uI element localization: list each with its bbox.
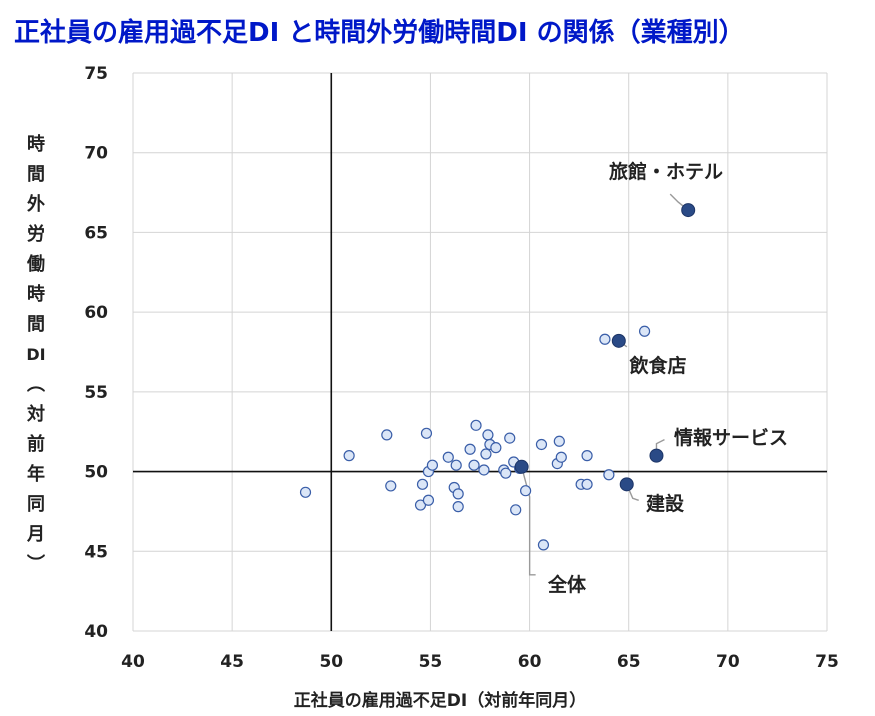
scatter-point	[416, 478, 429, 490]
x-tick-label: 40	[121, 652, 145, 672]
scatter-point	[480, 448, 492, 460]
y-axis-label-char: 前	[27, 434, 45, 455]
y-tick-label: 55	[84, 383, 108, 403]
highlight-point	[514, 459, 529, 474]
scatter-point	[442, 451, 454, 463]
reference-lines	[133, 73, 827, 631]
y-tick-label: 75	[84, 64, 108, 84]
scatter-point	[422, 494, 435, 506]
y-tick-labels: 40 45 50 55 60 65 70 75	[84, 64, 108, 642]
x-tick-label: 45	[220, 652, 244, 672]
scatter-point	[537, 539, 550, 551]
y-axis-label-char: DI	[26, 345, 46, 364]
scatter-point	[500, 467, 512, 479]
scatter-point	[581, 478, 593, 490]
scatter-point	[510, 504, 522, 516]
x-tick-label: 65	[617, 652, 641, 672]
y-axis-label-char: 間	[27, 164, 45, 185]
scatter-point	[555, 451, 567, 463]
scatter-point	[581, 450, 593, 462]
y-axis-label: 時間外労働時間 DI ︵ 対前年同月 ︶	[22, 130, 50, 580]
highlight-points	[514, 203, 696, 492]
y-axis-label-char: 外	[27, 194, 45, 215]
scatter-point	[343, 450, 355, 462]
point-label: 全体	[547, 573, 587, 596]
highlight-point	[681, 203, 696, 218]
scatter-point	[535, 438, 548, 451]
y-tick-label: 70	[84, 144, 108, 164]
y-axis-label-char: 労	[27, 224, 45, 245]
y-axis-label-char: ︵	[27, 374, 45, 395]
scatter-point	[478, 464, 490, 476]
y-axis-label-char: 同	[27, 494, 45, 515]
scatter-point	[490, 442, 502, 454]
minor-points	[299, 325, 651, 551]
y-tick-label: 50	[84, 463, 108, 483]
x-tick-label: 70	[716, 652, 740, 672]
y-axis-label-char: 間	[27, 314, 45, 335]
scatter-point	[599, 333, 611, 345]
scatter-point	[426, 459, 439, 471]
y-axis-label-char: ︶	[27, 554, 45, 575]
point-label: 旅館・ホテル	[609, 160, 723, 183]
scatter-point	[638, 325, 651, 337]
scatter-point	[482, 429, 494, 441]
scatter-point	[464, 443, 476, 455]
scatter-point	[381, 429, 393, 441]
x-tick-label: 50	[319, 652, 343, 672]
highlight-point	[619, 477, 634, 492]
y-axis-label-char: 時	[27, 134, 45, 155]
x-tick-label: 55	[419, 652, 443, 672]
x-tick-label: 75	[815, 652, 839, 672]
scatter-point	[553, 435, 565, 447]
y-tick-label: 65	[84, 223, 108, 243]
point-label: 情報サービス	[674, 426, 788, 449]
scatter-point	[468, 459, 480, 471]
scatter-point	[420, 427, 433, 439]
y-axis-label-char: 時	[27, 284, 45, 305]
point-label: 建設	[646, 492, 685, 515]
y-axis-label-char: 年	[27, 464, 45, 485]
scatter-point	[504, 432, 516, 444]
highlight-point	[649, 448, 664, 463]
y-tick-label: 45	[84, 542, 108, 562]
annotation-leaders	[520, 193, 689, 576]
y-axis-label-char: 月	[27, 524, 45, 545]
scatter-point	[603, 469, 615, 481]
y-axis-label-char: 対	[27, 404, 45, 425]
scatter-point	[299, 486, 312, 498]
scatter-point	[450, 459, 462, 471]
scatter-point	[385, 480, 397, 492]
chart-title: 正社員の雇用過不足DI と時間外労働時間DI の関係（業種別）	[14, 18, 745, 48]
y-tick-label: 40	[84, 622, 108, 642]
scatter-point	[414, 499, 427, 511]
annotation-leader	[520, 466, 536, 576]
grid-lines	[132, 72, 828, 632]
y-axis-label-char: 働	[27, 254, 45, 275]
x-tick-labels: 40 45 50 55 60 65 70 75	[121, 652, 839, 672]
scatter-point	[452, 488, 464, 500]
y-tick-label: 60	[84, 303, 108, 323]
scatter-point	[452, 501, 464, 513]
highlight-point	[611, 333, 626, 348]
scatter-point	[470, 419, 482, 431]
x-axis-label: 正社員の雇用過不足DI（対前年同月）	[294, 690, 586, 711]
x-tick-label: 60	[518, 652, 542, 672]
point-label: 飲食店	[628, 354, 686, 377]
scatter-point	[520, 485, 532, 497]
